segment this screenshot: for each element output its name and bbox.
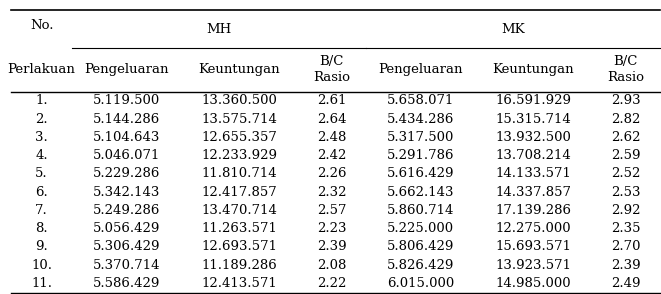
Text: 12.275.000: 12.275.000 — [496, 222, 571, 235]
Text: 2.32: 2.32 — [317, 186, 346, 199]
Text: B/C
Rasio: B/C Rasio — [607, 55, 644, 84]
Text: 16.591.929: 16.591.929 — [495, 94, 571, 107]
Text: 13.932.500: 13.932.500 — [496, 131, 571, 144]
Text: 2.92: 2.92 — [611, 204, 641, 217]
Text: 2.52: 2.52 — [611, 167, 641, 181]
Text: 5.249.286: 5.249.286 — [93, 204, 160, 217]
Text: 6.: 6. — [35, 186, 48, 199]
Text: 5.317.500: 5.317.500 — [387, 131, 454, 144]
Text: 5.616.429: 5.616.429 — [387, 167, 454, 181]
Text: 5.144.286: 5.144.286 — [93, 113, 160, 126]
Text: 2.49: 2.49 — [611, 277, 641, 290]
Text: 5.291.786: 5.291.786 — [387, 149, 454, 162]
Text: 2.08: 2.08 — [317, 259, 346, 272]
Text: 6.015.000: 6.015.000 — [387, 277, 454, 290]
Text: 2.57: 2.57 — [317, 204, 346, 217]
Text: 9.: 9. — [35, 240, 48, 253]
Text: 13.360.500: 13.360.500 — [202, 94, 278, 107]
Text: 2.53: 2.53 — [611, 186, 641, 199]
Text: 2.70: 2.70 — [611, 240, 641, 253]
Text: Pengeluaran: Pengeluaran — [378, 63, 463, 76]
Text: 2.22: 2.22 — [317, 277, 346, 290]
Text: No.: No. — [30, 19, 54, 32]
Text: 14.985.000: 14.985.000 — [496, 277, 571, 290]
Text: 5.662.143: 5.662.143 — [387, 186, 454, 199]
Text: Pengeluaran: Pengeluaran — [84, 63, 169, 76]
Text: 2.: 2. — [35, 113, 48, 126]
Text: 2.59: 2.59 — [611, 149, 641, 162]
Text: 12.417.857: 12.417.857 — [202, 186, 278, 199]
Text: 5.434.286: 5.434.286 — [387, 113, 454, 126]
Text: 14.337.857: 14.337.857 — [495, 186, 571, 199]
Text: 5.806.429: 5.806.429 — [387, 240, 454, 253]
Text: 5.342.143: 5.342.143 — [93, 186, 160, 199]
Text: 5.104.643: 5.104.643 — [93, 131, 160, 144]
Text: 5.306.429: 5.306.429 — [93, 240, 160, 253]
Text: 17.139.286: 17.139.286 — [495, 204, 571, 217]
Text: 5.658.071: 5.658.071 — [387, 94, 454, 107]
Text: MH: MH — [206, 23, 231, 36]
Text: 5.229.286: 5.229.286 — [93, 167, 160, 181]
Text: 2.82: 2.82 — [611, 113, 641, 126]
Text: 14.133.571: 14.133.571 — [496, 167, 571, 181]
Text: 13.923.571: 13.923.571 — [495, 259, 571, 272]
Text: 11.810.714: 11.810.714 — [202, 167, 277, 181]
Text: 2.23: 2.23 — [317, 222, 346, 235]
Text: 5.826.429: 5.826.429 — [387, 259, 454, 272]
Text: 5.586.429: 5.586.429 — [93, 277, 160, 290]
Text: 12.413.571: 12.413.571 — [202, 277, 278, 290]
Text: 15.693.571: 15.693.571 — [495, 240, 571, 253]
Text: 7.: 7. — [35, 204, 48, 217]
Text: Perlakuan: Perlakuan — [8, 63, 75, 76]
Text: 5.056.429: 5.056.429 — [93, 222, 160, 235]
Text: 2.35: 2.35 — [611, 222, 641, 235]
Text: 15.315.714: 15.315.714 — [496, 113, 571, 126]
Text: 13.708.214: 13.708.214 — [496, 149, 571, 162]
Text: 13.470.714: 13.470.714 — [202, 204, 278, 217]
Text: 8.: 8. — [35, 222, 48, 235]
Text: 2.48: 2.48 — [317, 131, 346, 144]
Text: 13.575.714: 13.575.714 — [202, 113, 278, 126]
Text: 11.: 11. — [31, 277, 52, 290]
Text: 2.61: 2.61 — [317, 94, 346, 107]
Text: 5.370.714: 5.370.714 — [93, 259, 160, 272]
Text: 12.655.357: 12.655.357 — [202, 131, 278, 144]
Text: 2.64: 2.64 — [317, 113, 346, 126]
Text: Keuntungan: Keuntungan — [492, 63, 574, 76]
Text: Keuntungan: Keuntungan — [199, 63, 280, 76]
Text: 5.119.500: 5.119.500 — [93, 94, 160, 107]
Text: 2.26: 2.26 — [317, 167, 346, 181]
Text: 5.860.714: 5.860.714 — [387, 204, 454, 217]
Text: 2.42: 2.42 — [317, 149, 346, 162]
Text: 11.189.286: 11.189.286 — [202, 259, 278, 272]
Text: 1.: 1. — [35, 94, 48, 107]
Text: B/C
Rasio: B/C Rasio — [313, 55, 350, 84]
Text: 3.: 3. — [35, 131, 48, 144]
Text: 2.39: 2.39 — [317, 240, 346, 253]
Text: 5.225.000: 5.225.000 — [387, 222, 454, 235]
Text: 12.233.929: 12.233.929 — [202, 149, 278, 162]
Text: 2.62: 2.62 — [611, 131, 641, 144]
Text: 5.046.071: 5.046.071 — [93, 149, 160, 162]
Text: 2.93: 2.93 — [611, 94, 641, 107]
Text: 12.693.571: 12.693.571 — [202, 240, 278, 253]
Text: 4.: 4. — [35, 149, 48, 162]
Text: 5.: 5. — [35, 167, 48, 181]
Text: 11.263.571: 11.263.571 — [202, 222, 278, 235]
Text: 2.39: 2.39 — [611, 259, 641, 272]
Text: MK: MK — [501, 23, 524, 36]
Text: 10.: 10. — [31, 259, 52, 272]
